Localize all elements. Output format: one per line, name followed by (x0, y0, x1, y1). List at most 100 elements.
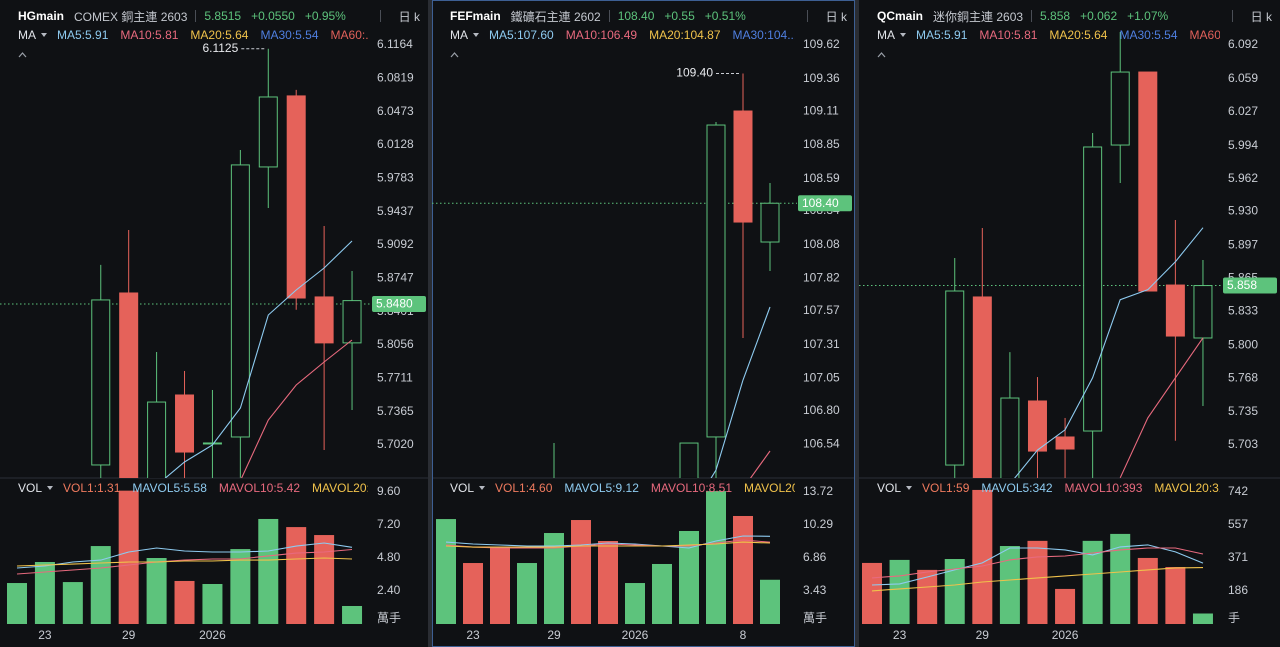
price-plot (432, 73, 797, 478)
collapse-icon[interactable] (18, 52, 27, 58)
volume-bar (544, 533, 564, 624)
vol-tick-label: 9.60 (377, 484, 401, 498)
last-price-tag (372, 295, 426, 312)
y-tick-label: 5.7020 (377, 437, 414, 451)
y-tick-label: 108.85 (803, 137, 840, 151)
high-marker-label: 6.1125 (202, 41, 238, 55)
y-tick-label: 6.0473 (377, 104, 414, 118)
volume-bar (258, 518, 279, 624)
volume-bar (944, 559, 965, 624)
volume-bar (917, 569, 938, 624)
dropdown-caret[interactable] (473, 33, 479, 37)
vol-ma-label: MAVOL10:5.42 (218, 481, 301, 495)
period[interactable]: 日 k (398, 9, 420, 24)
vol-tick-label: 6.86 (803, 550, 827, 564)
volume-bar (1027, 540, 1048, 624)
volume-bar (571, 520, 591, 624)
vol-unit: 手 (1228, 611, 1240, 625)
y-tick-label: 6.092 (1228, 37, 1258, 51)
ma-label: MA5:5.91 (916, 28, 968, 42)
dropdown-caret[interactable] (41, 33, 47, 37)
volume-bar (598, 540, 618, 624)
ma-line (1014, 227, 1204, 478)
vol-legend: VOL VOL1:1.31 MAVOL5:5.58 MAVOL10:5.42 MAVOL… (18, 480, 368, 496)
dropdown-caret[interactable] (479, 486, 486, 490)
last-price-tag (1223, 277, 1277, 294)
y-tick-label: 5.8747 (377, 270, 414, 284)
symbol[interactable]: QCmain (877, 9, 924, 23)
chart: 6.0926.0596.0275.9945.9625.9305.8975.865… (859, 32, 1280, 642)
volume-bar (34, 561, 55, 624)
ma-line (164, 240, 353, 478)
vol-ma-label: MAVOL5:5.58 (132, 481, 207, 495)
last-price-label: 5.858 (1227, 278, 1257, 292)
change-pct: +1.07% (1127, 9, 1169, 23)
candle-body (230, 164, 250, 438)
price: 5.8515 (204, 9, 242, 23)
separator (608, 10, 610, 22)
candle-body (1110, 71, 1130, 146)
ma-title[interactable]: MA (18, 28, 36, 42)
candle-body (945, 290, 965, 466)
last-price-label: 108.40 (802, 196, 839, 210)
ma-title[interactable]: MA (450, 28, 468, 42)
symbol[interactable]: HGmain (18, 9, 65, 23)
volume-bar (1055, 588, 1076, 624)
dropdown-caret[interactable] (47, 486, 54, 490)
vol-title[interactable]: VOL (450, 481, 475, 495)
volume-bar (202, 583, 223, 624)
period[interactable]: 日 k (1250, 9, 1272, 24)
ma-legend: MA MA5:5.91 MA10:5.81 MA20:5.64 MA30:5.54 MA6… (18, 27, 368, 43)
candle-body (258, 96, 278, 168)
vol-legend: VOL VOL1:4.60 MAVOL5:9.12 MAVOL10:8.51 MAVOL… (450, 480, 795, 496)
vol-ma-label: MAVOL5:342 (981, 481, 1053, 495)
ma-label: MA10:5.81 (979, 28, 1038, 42)
candle-body (202, 442, 222, 445)
y-tick-label: 5.833 (1228, 303, 1258, 317)
period[interactable]: 日 k (825, 9, 847, 24)
vol-tick-label: 742 (1228, 484, 1248, 498)
volume-bar (146, 558, 167, 624)
candle-body (342, 300, 362, 344)
vol-tick-label: 7.20 (377, 517, 401, 531)
vol-legend: VOL VOL1:59 MAVOL5:342 MAVOL10:393 MAVOL20:3… (877, 480, 1220, 496)
collapse-icon[interactable] (450, 52, 459, 58)
candle-body (1165, 284, 1185, 337)
dropdown-caret[interactable] (900, 33, 906, 37)
candle-body (91, 299, 111, 466)
x-tick-label: 23 (38, 628, 52, 642)
vol-title[interactable]: VOL (18, 481, 43, 495)
vol-unit: 萬手 (377, 611, 401, 625)
volume-bar (62, 582, 83, 624)
ma-line (1119, 337, 1204, 478)
price: 108.40 (617, 9, 655, 23)
vol-tick-label: 13.72 (803, 484, 833, 498)
vol-ma-line (445, 535, 771, 549)
ma-label: MA30:5.54 (1119, 28, 1178, 42)
volume-bar (733, 515, 753, 624)
ma-legend: MA MA5:107.60 MA10:106.49 MA20:104.87 MA30:1… (450, 27, 795, 43)
y-tick-label: 5.962 (1228, 171, 1258, 185)
collapse-icon[interactable] (877, 52, 886, 58)
change-pct: +0.51% (704, 9, 746, 23)
chart-panel: 6.092 6.059 6.027 5.994 5.962 5.930 5.897 5.865… (859, 0, 1280, 647)
vol-ma-line (871, 544, 1204, 586)
vol-tick-label: 10.29 (803, 517, 833, 531)
volume-bar (1165, 567, 1186, 624)
vol-title[interactable]: VOL (877, 481, 902, 495)
last-price-tag (798, 195, 852, 212)
y-tick-label: 108.59 (803, 171, 840, 185)
candle-body (1027, 400, 1047, 452)
volume-bar (706, 491, 726, 624)
volume-bar (90, 546, 111, 624)
symbol[interactable]: FEFmain (450, 9, 501, 23)
y-tick-label: 5.8056 (377, 337, 414, 351)
ma-title[interactable]: MA (877, 28, 895, 42)
dropdown-caret[interactable] (906, 486, 913, 490)
header: FEFmain 鐵礦石主連 2602 108.40 +0.55 +0.51% 日 k (450, 6, 847, 26)
volume-bar (1137, 557, 1158, 624)
volume-bar (7, 583, 27, 624)
y-tick-label: 107.57 (803, 303, 840, 317)
x-tick-label: 29 (976, 628, 990, 642)
y-tick-label: 108.08 (803, 237, 840, 251)
